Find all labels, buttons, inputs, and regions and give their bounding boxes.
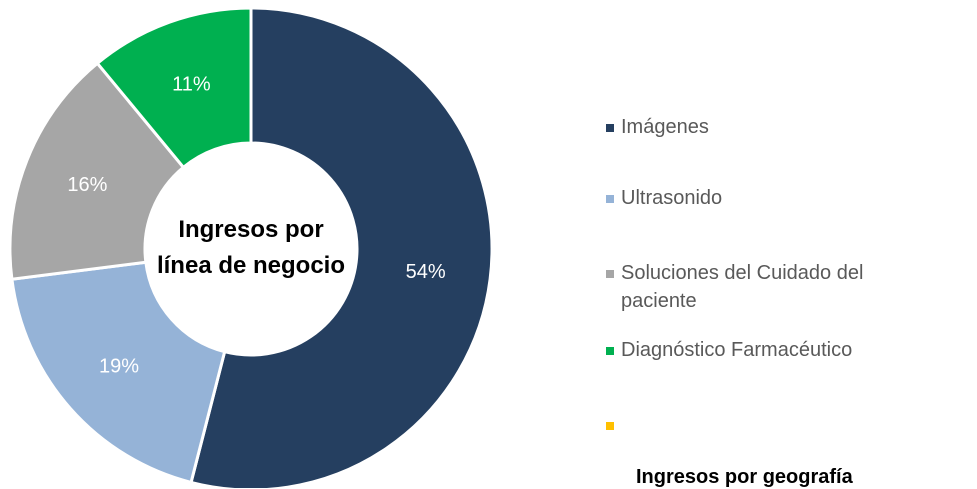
legend-swatch <box>606 422 614 430</box>
wedge <box>10 260 227 485</box>
legend-label: Ultrasonido <box>621 187 723 209</box>
next-title: Ingresos por geografía <box>636 466 853 488</box>
legend-item: Diagnóstico Farmacéutico <box>606 336 906 364</box>
data-label: 54% <box>406 261 446 283</box>
data-label: 11% <box>172 73 211 95</box>
legend-label: Imágenes <box>621 116 709 138</box>
data-label: 16% <box>67 174 107 196</box>
legend-swatch <box>606 124 614 132</box>
legend-item: Soluciones del Cuidado del paciente <box>606 259 906 315</box>
legend-label: Soluciones del Cuidado del paciente <box>621 262 864 312</box>
legend-swatch <box>606 347 614 355</box>
legend-item: Ultrasonido <box>606 184 906 212</box>
legend-swatch <box>606 195 614 203</box>
center-label: Ingresos por línea de negocio <box>156 216 346 279</box>
legend-label <box>621 411 891 430</box>
wedge <box>95 6 253 170</box>
legend-label: Diagnóstico Farmacéutico <box>621 339 853 361</box>
legend-item <box>606 411 906 430</box>
legend-swatch <box>606 270 614 278</box>
data-label: 19% <box>99 355 139 377</box>
legend-item: Imágenes <box>606 113 906 141</box>
wedge <box>189 6 494 488</box>
